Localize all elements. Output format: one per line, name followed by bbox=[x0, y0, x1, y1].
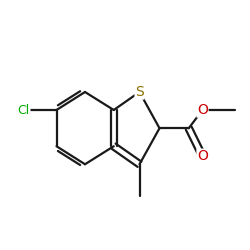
Text: S: S bbox=[135, 85, 144, 99]
Text: O: O bbox=[197, 149, 208, 163]
Text: O: O bbox=[197, 103, 208, 117]
Text: Cl: Cl bbox=[18, 104, 30, 117]
